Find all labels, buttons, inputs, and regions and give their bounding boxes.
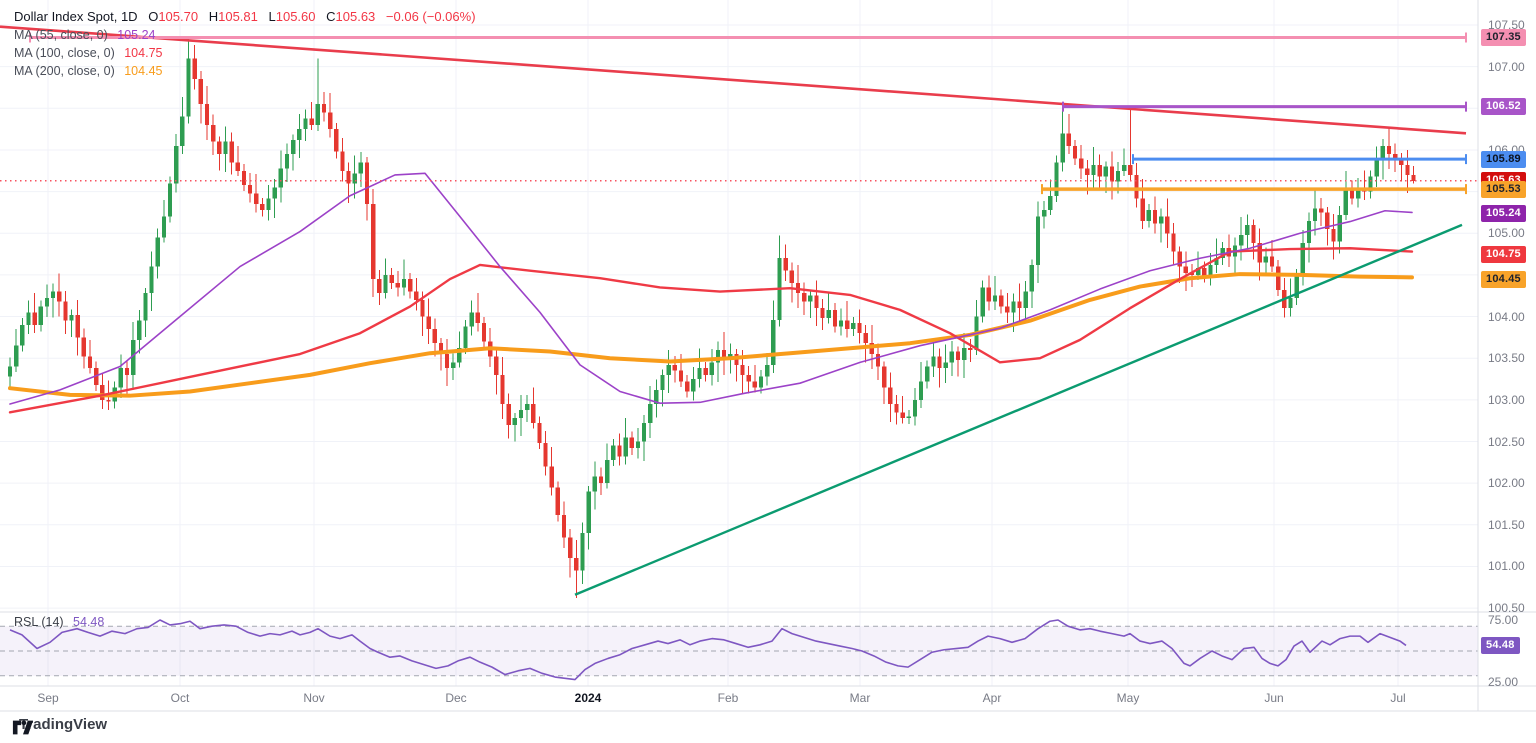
price-axis-label: 105.00 (1488, 226, 1525, 241)
level-resistance-107.35[interactable] (29, 32, 1467, 43)
level-support-105.53[interactable] (1041, 184, 1467, 195)
price-axis-badge: 105.53 (1481, 180, 1526, 198)
price-axis-badge: 106.52 (1481, 98, 1526, 116)
ma-100-legend-row[interactable]: MA (100, close, 0) 104.75 (14, 44, 476, 62)
price-axis-label: 102.50 (1488, 434, 1525, 449)
price-axis-label: 103.50 (1488, 351, 1525, 366)
time-axis-label: Sep (37, 691, 59, 705)
ma-200-legend-row[interactable]: MA (200, close, 0) 104.45 (14, 62, 476, 80)
price-axis-label: 100.50 (1488, 601, 1525, 616)
price-axis-label: 107.50 (1488, 18, 1525, 32)
price-axis-badge: 104.75 (1481, 245, 1526, 263)
rsi-axis-label: 75.00 (1488, 613, 1519, 627)
close-value: 105.63 (335, 9, 376, 24)
open-label: O (148, 9, 159, 24)
time-axis-label: Feb (717, 691, 739, 705)
level-resistance-105.89[interactable] (1132, 154, 1467, 165)
trendline-descending-resistance[interactable] (0, 25, 1467, 135)
tradingview-logo-text: TradingView (19, 716, 108, 733)
trendline-ascending-support[interactable] (574, 223, 1463, 596)
price-axis-badge: 105.24 (1481, 204, 1526, 222)
symbol-header-row[interactable]: Dollar Index Spot, 1D O105.70 H105.81 L1… (14, 8, 476, 26)
time-axis-label: May (1116, 691, 1140, 705)
low-label: L (268, 9, 276, 24)
time-axis-label: Jun (1264, 691, 1284, 705)
open-value: 105.70 (158, 9, 199, 24)
time-axis-label: Nov (303, 691, 325, 705)
rsi-axis-badge: 54.48 (1481, 636, 1520, 654)
rsi-pane (0, 625, 1478, 677)
price-axis-label: 104.00 (1488, 309, 1525, 324)
ma-200-label: MA (200, close, 0) (14, 64, 115, 78)
time-axis-label: Dec (445, 691, 467, 705)
change-value: −0.06 (−0.06%) (385, 9, 476, 24)
time-axis-label: Jul (1390, 691, 1406, 705)
price-axis-label: 101.50 (1488, 517, 1525, 532)
high-value: 105.81 (218, 9, 258, 24)
price-axis-label: 101.00 (1488, 559, 1525, 574)
ma-55-label: MA (55, close, 0) (14, 28, 108, 42)
grid-lines (0, 0, 1478, 686)
rsi-label: RSL (14) (14, 615, 64, 629)
price-axis-badge: 104.45 (1481, 270, 1526, 288)
rsi-legend-row[interactable]: RSL (14) 54.48 (14, 615, 104, 629)
ma-100-label: MA (100, close, 0) (14, 46, 115, 60)
chart-legend: Dollar Index Spot, 1D O105.70 H105.81 L1… (14, 8, 476, 80)
tradingview-attribution[interactable]: TradingView (12, 716, 108, 735)
price-axis-label: 107.00 (1488, 59, 1525, 74)
time-axis-label: Apr (982, 691, 1002, 705)
ma-55-line (9, 172, 1413, 405)
rsi-value: 54.48 (73, 615, 105, 629)
close-label: C (326, 9, 336, 24)
time-axis-label: Oct (170, 691, 190, 705)
ma-100-value: 104.75 (124, 46, 163, 60)
high-label: H (208, 9, 219, 24)
price-axis-label: 102.00 (1488, 476, 1525, 491)
rsi-line (9, 619, 1407, 681)
time-axis-label: 2024 (574, 691, 602, 705)
ma-55-value: 105.24 (117, 28, 156, 42)
price-axis-badge: 107.35 (1481, 28, 1526, 46)
time-axis-label: Mar (849, 691, 871, 705)
rsi-axis-label: 25.00 (1488, 675, 1519, 689)
ma-200-line (8, 272, 1414, 398)
symbol-title[interactable]: Dollar Index Spot, 1D (14, 9, 138, 24)
ma-200-value: 104.45 (124, 64, 163, 78)
price-axis-badge: 105.89 (1481, 150, 1526, 168)
ma-100-line (8, 247, 1414, 414)
candlestick-series (7, 37, 1416, 599)
low-value: 105.60 (275, 9, 316, 24)
tradingview-logo-icon (12, 720, 34, 735)
level-resistance-106.52[interactable] (1062, 101, 1467, 112)
ma-55-legend-row[interactable]: MA (55, close, 0) 105.24 (14, 26, 476, 44)
price-axis-label: 103.00 (1488, 392, 1525, 407)
